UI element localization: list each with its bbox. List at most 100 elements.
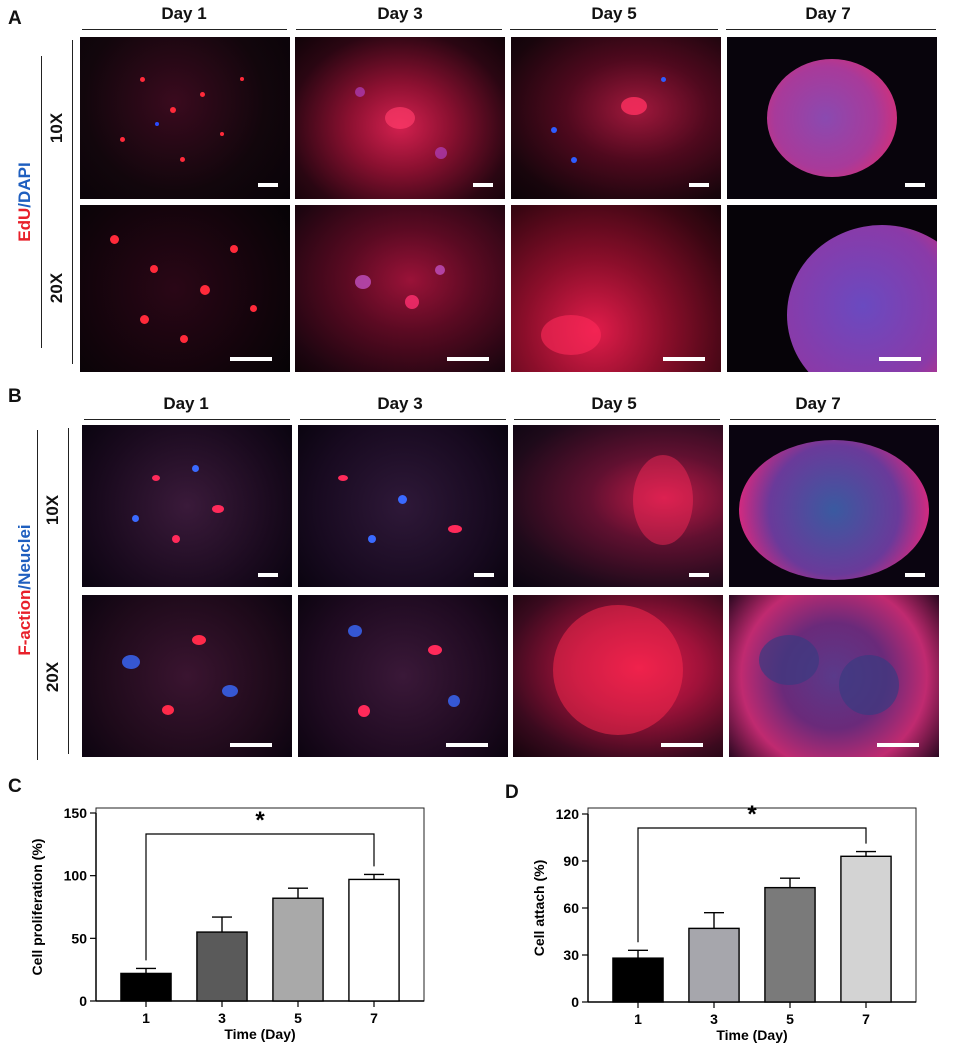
significance-star: * bbox=[255, 807, 265, 834]
y-tick-label: 150 bbox=[64, 805, 88, 821]
scale-bar bbox=[474, 573, 494, 577]
bar bbox=[348, 878, 400, 1002]
x-tick-label: 5 bbox=[294, 1010, 302, 1026]
panel-a-left-rule bbox=[41, 56, 42, 348]
scale-bar bbox=[258, 573, 278, 577]
panel-d-letter: D bbox=[505, 782, 519, 803]
panel-a-day-1-label: Day 1 bbox=[161, 4, 207, 23]
panel-a-day-divider-4 bbox=[726, 29, 936, 30]
panel-b-left-rule bbox=[37, 430, 38, 760]
panel-a-letter: A bbox=[8, 8, 22, 29]
panel-b-10x-label: 10X bbox=[43, 494, 62, 526]
bar bbox=[612, 957, 664, 1003]
scale-bar bbox=[446, 743, 488, 747]
panel-b-letter: B bbox=[8, 386, 22, 407]
panel-b-day-5-label: Day 5 bbox=[591, 394, 637, 413]
micrograph-b-20x-day7 bbox=[729, 595, 939, 757]
micrograph-a-20x-day5 bbox=[511, 205, 721, 372]
y-tick-label: 50 bbox=[71, 930, 87, 946]
panel-b-stain-blue: Neuclei bbox=[15, 524, 34, 585]
scale-bar bbox=[258, 183, 278, 187]
panel-a-stain-red: EdU bbox=[15, 207, 34, 242]
panel-b-day-divider-1 bbox=[84, 419, 290, 420]
panel-b-stain-red: F-action bbox=[15, 589, 34, 656]
panel-b-day-3-label: Day 3 bbox=[377, 394, 423, 413]
micrograph-b-10x-day3 bbox=[298, 425, 508, 587]
bar bbox=[840, 855, 892, 1003]
x-tick-label: 1 bbox=[142, 1010, 150, 1026]
micrograph-b-20x-day3 bbox=[298, 595, 508, 757]
panel-a-stain-blue: DAPI bbox=[15, 162, 34, 203]
x-tick-label: 3 bbox=[710, 1011, 718, 1027]
micrograph-b-10x-day7 bbox=[729, 425, 939, 587]
micrograph-b-10x-day5 bbox=[513, 425, 723, 587]
y-tick-label: 120 bbox=[556, 806, 580, 822]
micrograph-a-20x-day1 bbox=[80, 205, 290, 372]
scale-bar bbox=[879, 357, 921, 361]
panel-a-day-5-label: Day 5 bbox=[591, 4, 637, 23]
panel-b-day-1-label: Day 1 bbox=[163, 394, 209, 413]
y-tick-label: 100 bbox=[64, 868, 88, 884]
x-axis-label: Time (Day) bbox=[716, 1027, 787, 1043]
panel-b-20x-label: 20X bbox=[43, 661, 62, 693]
y-tick-label: 30 bbox=[563, 947, 579, 963]
panel-b-day-divider-4 bbox=[730, 419, 936, 420]
micrograph-b-20x-day5 bbox=[513, 595, 723, 757]
panel-c-letter: C bbox=[8, 776, 22, 797]
panel-b-stain-sep: / bbox=[15, 584, 34, 590]
scale-bar bbox=[905, 573, 925, 577]
bar bbox=[196, 931, 248, 1002]
micrograph-b-10x-day1 bbox=[82, 425, 292, 587]
y-tick-label: 90 bbox=[563, 853, 579, 869]
panel-a-day-divider-2 bbox=[296, 29, 502, 30]
scale-bar bbox=[473, 183, 493, 187]
x-tick-label: 7 bbox=[370, 1010, 378, 1026]
scale-bar bbox=[905, 183, 925, 187]
bar bbox=[120, 972, 172, 1002]
bar bbox=[764, 886, 816, 1003]
panel-a-stain-sep: / bbox=[15, 202, 34, 208]
x-tick-label: 7 bbox=[862, 1011, 870, 1027]
micrograph-a-10x-day5 bbox=[511, 37, 721, 199]
scale-bar bbox=[689, 573, 709, 577]
micrograph-b-20x-day1 bbox=[82, 595, 292, 757]
scale-bar bbox=[689, 183, 709, 187]
panel-a-stain-label: EdU/DAPI bbox=[15, 112, 35, 292]
bar bbox=[272, 897, 324, 1002]
micrograph-a-10x-day1 bbox=[80, 37, 290, 199]
micrograph-a-10x-day7 bbox=[727, 37, 937, 199]
scale-bar bbox=[661, 743, 703, 747]
scale-bar bbox=[877, 743, 919, 747]
y-tick-label: 60 bbox=[563, 900, 579, 916]
panel-a-10x-label: 10X bbox=[47, 112, 66, 144]
micrograph-a-20x-day3 bbox=[295, 205, 505, 372]
bar bbox=[688, 927, 740, 1003]
scale-bar bbox=[663, 357, 705, 361]
panel-a-mag-rule bbox=[72, 40, 73, 364]
scale-bar bbox=[230, 743, 272, 747]
panel-b-day-divider-3 bbox=[514, 419, 720, 420]
panel-b-day-divider-2 bbox=[300, 419, 506, 420]
y-tick-label: 0 bbox=[79, 993, 87, 1009]
chart-c: 0 50 100 150 1 3 5 7 * Time (Day) Cell proliferati… bbox=[29, 805, 425, 1042]
chart-d: 0 30 60 90 120 1 3 5 7 * Time (Day) Cell attach (%) bbox=[531, 801, 917, 1043]
panel-a-day-3-label: Day 3 bbox=[377, 4, 423, 23]
panel-b-stain-label: F-action/Neuclei bbox=[15, 500, 35, 680]
y-tick-label: 0 bbox=[571, 994, 579, 1010]
panel-b-mag-rule bbox=[68, 428, 69, 754]
panel-b-day-7-label: Day 7 bbox=[795, 394, 841, 413]
panel-a-day-divider-1 bbox=[82, 29, 287, 30]
x-tick-label: 1 bbox=[634, 1011, 642, 1027]
micrograph-a-10x-day3 bbox=[295, 37, 505, 199]
significance-star: * bbox=[747, 801, 757, 828]
y-axis-label: Cell proliferation (%) bbox=[29, 839, 45, 976]
y-axis-label: Cell attach (%) bbox=[531, 860, 547, 956]
x-tick-label: 5 bbox=[786, 1011, 794, 1027]
x-tick-label: 3 bbox=[218, 1010, 226, 1026]
x-axis-label: Time (Day) bbox=[224, 1026, 295, 1042]
panel-a-day-divider-3 bbox=[510, 29, 718, 30]
panel-a-20x-label: 20X bbox=[47, 272, 66, 304]
significance-bracket bbox=[637, 827, 867, 943]
scale-bar bbox=[447, 357, 489, 361]
significance-bracket bbox=[145, 833, 375, 961]
